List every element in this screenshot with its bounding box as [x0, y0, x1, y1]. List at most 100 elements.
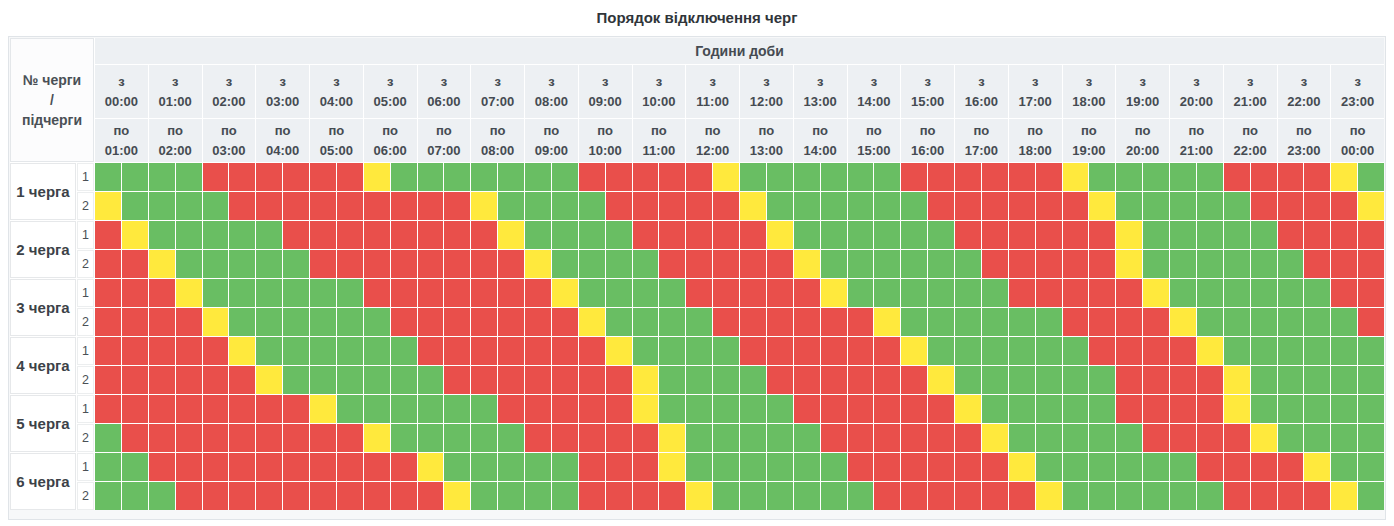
schedule-cell [1358, 250, 1384, 278]
schedule-cell [1331, 192, 1357, 220]
schedule-cell [1251, 308, 1277, 336]
schedule-cell [713, 366, 739, 394]
schedule-cell [418, 337, 444, 365]
schedule-cell [740, 482, 766, 510]
schedule-cell [1224, 366, 1250, 394]
schedule-cell [821, 192, 847, 220]
schedule-panel: № черги/підчергиГодини добиз00:00по01:00… [8, 36, 1386, 520]
schedule-cell [1116, 482, 1142, 510]
schedule-cell [1278, 221, 1304, 249]
schedule-cell [1063, 424, 1089, 452]
hour-from-header: з04:00 [310, 65, 363, 118]
schedule-cell [1224, 395, 1250, 423]
schedule-cell [1304, 279, 1330, 307]
schedule-cell [391, 395, 417, 423]
schedule-cell [1197, 337, 1223, 365]
schedule-cell [579, 221, 605, 249]
schedule-cell [1143, 250, 1169, 278]
schedule-cell [606, 366, 632, 394]
schedule-cell [283, 424, 309, 452]
schedule-cell [821, 279, 847, 307]
schedule-cell [1036, 395, 1062, 423]
schedule-cell [256, 163, 282, 191]
schedule-cell [1009, 308, 1035, 336]
schedule-cell [1251, 424, 1277, 452]
schedule-cell [1063, 366, 1089, 394]
schedule-cell [1224, 337, 1250, 365]
schedule-cell [176, 308, 202, 336]
schedule-cell [498, 453, 524, 481]
schedule-cell [149, 453, 175, 481]
schedule-cell [1304, 366, 1330, 394]
schedule-cell [1063, 395, 1089, 423]
schedule-cell [203, 424, 229, 452]
schedule-cell [310, 424, 336, 452]
schedule-cell [203, 453, 229, 481]
schedule-cell [149, 163, 175, 191]
schedule-cell [955, 192, 981, 220]
hour-to-header: по23:00 [1278, 119, 1331, 162]
schedule-cell [1036, 250, 1062, 278]
schedule-cell [713, 395, 739, 423]
schedule-cell [1278, 250, 1304, 278]
schedule-cell [633, 250, 659, 278]
schedule-cell [95, 366, 121, 394]
schedule-cell [310, 163, 336, 191]
hour-from-header: з20:00 [1170, 65, 1223, 118]
schedule-cell [256, 192, 282, 220]
schedule-cell [95, 395, 121, 423]
hour-from-header: з12:00 [740, 65, 793, 118]
schedule-cell [391, 250, 417, 278]
subqueue-label: 2 [77, 366, 94, 394]
schedule-cell [310, 337, 336, 365]
schedule-cell [740, 308, 766, 336]
schedule-cell [928, 250, 954, 278]
schedule-cell [1009, 395, 1035, 423]
schedule-cell [686, 395, 712, 423]
schedule-cell [713, 308, 739, 336]
schedule-cell [686, 279, 712, 307]
schedule-cell [229, 250, 255, 278]
schedule-cell [364, 308, 390, 336]
schedule-cell [310, 395, 336, 423]
schedule-cell [713, 482, 739, 510]
hour-to-header: по10:00 [579, 119, 632, 162]
schedule-cell [337, 337, 363, 365]
schedule-cell [364, 482, 390, 510]
schedule-cell [955, 482, 981, 510]
subqueue-label: 1 [77, 279, 94, 307]
schedule-cell [659, 366, 685, 394]
schedule-cell [1197, 192, 1223, 220]
schedule-cell [713, 453, 739, 481]
schedule-cell [310, 279, 336, 307]
schedule-cell [283, 279, 309, 307]
schedule-cell [1063, 308, 1089, 336]
schedule-cell [874, 453, 900, 481]
schedule-cell [283, 163, 309, 191]
schedule-cell [1358, 366, 1384, 394]
schedule-cell [579, 482, 605, 510]
schedule-cell [1116, 337, 1142, 365]
schedule-cell [1009, 453, 1035, 481]
schedule-cell [659, 424, 685, 452]
schedule-cell [848, 424, 874, 452]
schedule-cell [1278, 424, 1304, 452]
schedule-cell [874, 221, 900, 249]
schedule-cell [794, 366, 820, 394]
schedule-cell [310, 482, 336, 510]
schedule-cell [928, 366, 954, 394]
schedule-cell [391, 366, 417, 394]
schedule-cell [283, 453, 309, 481]
schedule-cell [1009, 192, 1035, 220]
hour-to-header: по07:00 [418, 119, 471, 162]
schedule-cell [391, 221, 417, 249]
schedule-cell [633, 453, 659, 481]
schedule-cell [95, 221, 121, 249]
schedule-cell [1304, 482, 1330, 510]
schedule-cell [713, 424, 739, 452]
schedule-cell [821, 453, 847, 481]
subqueue-label: 2 [77, 192, 94, 220]
schedule-cell [525, 395, 551, 423]
schedule-cell [659, 279, 685, 307]
schedule-cell [203, 366, 229, 394]
